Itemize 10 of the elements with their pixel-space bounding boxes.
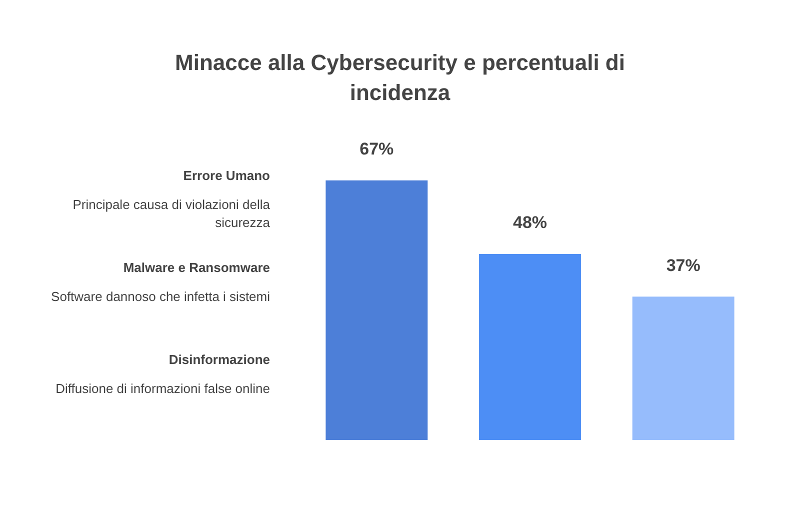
data-label: 67% bbox=[360, 140, 394, 159]
text: Diffusione di informazioni false online bbox=[54, 380, 270, 398]
text: Software dannoso che infetta i sistemi bbox=[50, 288, 270, 306]
text: Errore Umano bbox=[182, 167, 270, 185]
data-label: 37% bbox=[666, 256, 700, 275]
data-label: 48% bbox=[512, 213, 548, 232]
text: Disinformazione bbox=[168, 351, 270, 369]
text: Malware e Ransomware bbox=[122, 259, 270, 277]
text: Principale causa di violazioni della sicurezza bbox=[72, 196, 270, 232]
chart-title: Minacce alla Cybersecurity e percentuali di incidenza bbox=[174, 49, 626, 107]
